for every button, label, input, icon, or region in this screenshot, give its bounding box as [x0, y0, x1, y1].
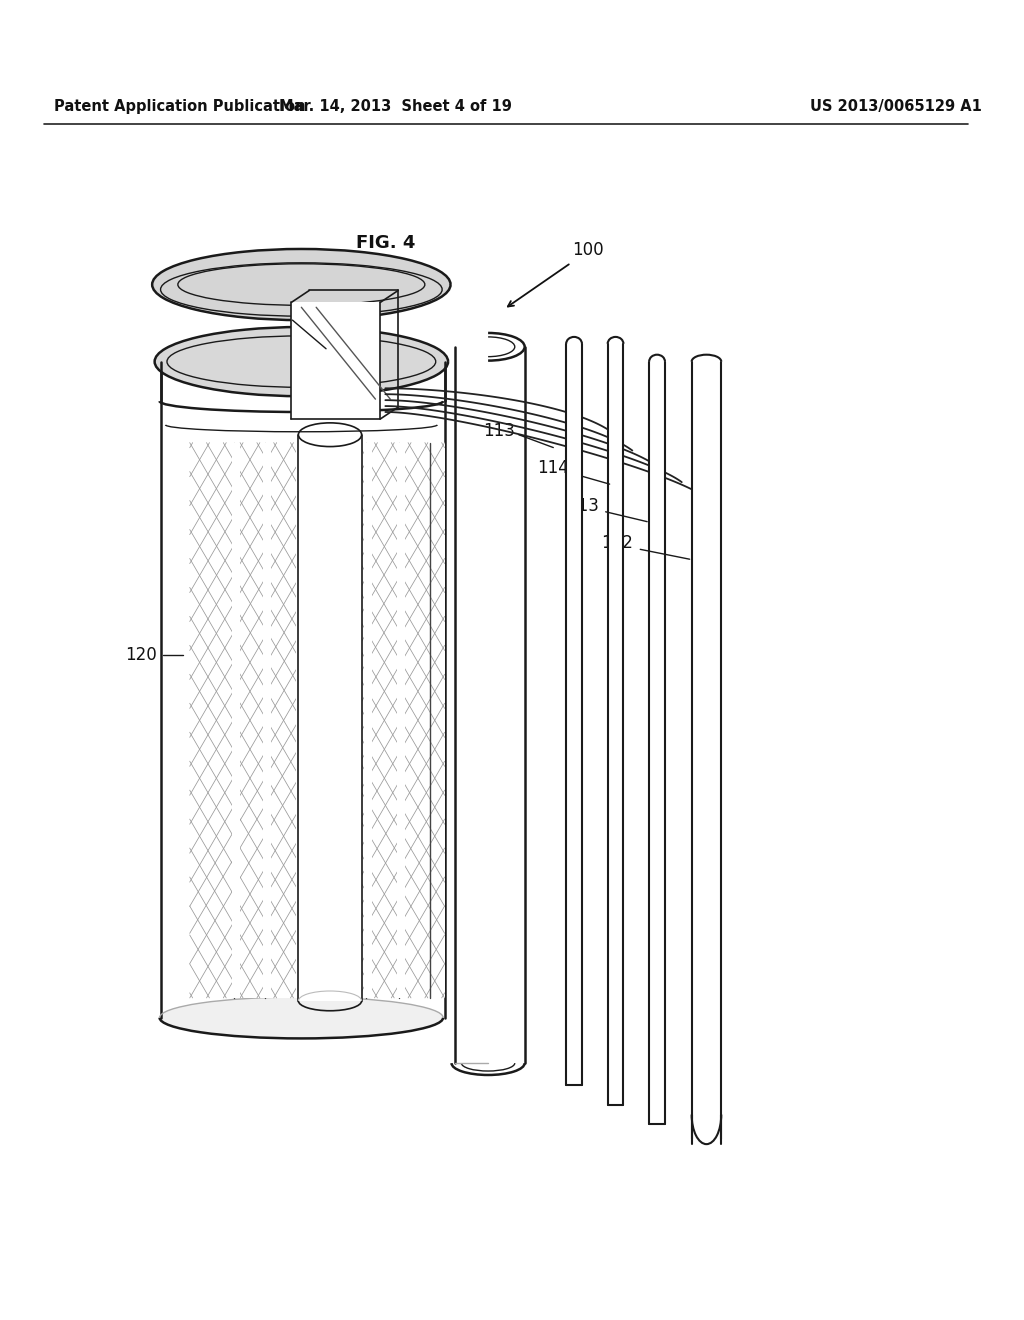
Bar	[691, 362, 721, 1144]
Bar	[263, 442, 270, 998]
Bar	[162, 362, 443, 1018]
Bar	[566, 343, 582, 1085]
Text: 140: 140	[251, 304, 283, 321]
Ellipse shape	[155, 327, 449, 396]
Ellipse shape	[160, 997, 443, 1039]
Bar	[296, 442, 304, 998]
Text: 113: 113	[567, 496, 599, 515]
Text: 113: 113	[483, 422, 515, 440]
Text: 112: 112	[601, 535, 634, 552]
Text: 114: 114	[538, 459, 569, 478]
Bar	[397, 442, 406, 998]
Bar	[232, 442, 240, 998]
Bar	[189, 442, 444, 998]
Bar	[364, 442, 372, 998]
Text: 120: 120	[125, 645, 157, 664]
Text: 100: 100	[572, 242, 604, 259]
Bar	[649, 362, 665, 1125]
Text: Patent Application Publication: Patent Application Publication	[54, 99, 306, 115]
Text: Mar. 14, 2013  Sheet 4 of 19: Mar. 14, 2013 Sheet 4 of 19	[279, 99, 512, 115]
Ellipse shape	[153, 249, 451, 321]
Bar	[292, 302, 380, 418]
Text: US 2013/0065129 A1: US 2013/0065129 A1	[810, 99, 982, 115]
Bar	[332, 442, 340, 998]
Bar	[298, 434, 361, 1001]
Text: FIG. 4: FIG. 4	[355, 234, 415, 252]
Bar	[607, 343, 624, 1105]
